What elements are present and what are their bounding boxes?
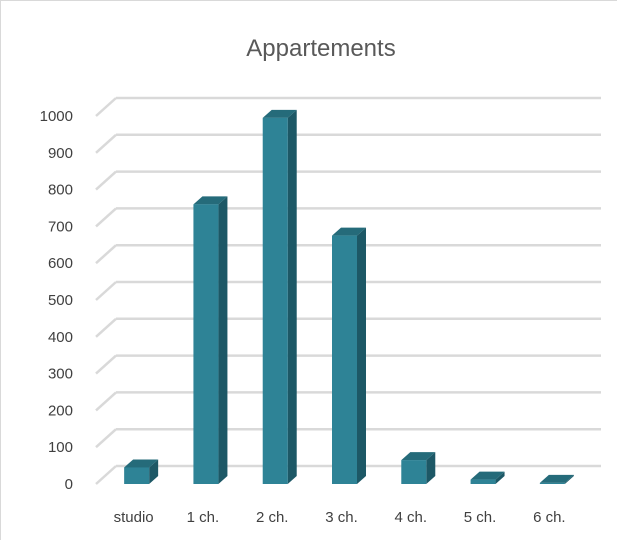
y-tick-label: 400 [48,329,73,346]
bar-front [470,479,496,484]
bar [193,196,228,484]
y-tick-label: 900 [48,145,73,162]
bar [539,474,574,484]
gridline-side [95,133,117,154]
bar [262,109,297,484]
gridline-side [95,428,117,449]
y-tick-label: 800 [48,182,73,199]
bar-side [426,452,436,484]
gridline-side [95,170,117,191]
x-category-label: 3 ch. [325,509,358,526]
x-category-label: 6 ch. [533,509,566,526]
bar-side [218,196,228,484]
bar [401,452,436,484]
bar-top [401,452,436,461]
x-category-label: 5 ch. [464,509,497,526]
bar-top [193,196,228,205]
x-category-label: 4 ch. [395,509,428,526]
bars [124,109,574,484]
bar-front [124,467,150,484]
gridline-side [95,207,117,228]
bar-front [262,117,288,484]
x-category-label: 1 ch. [187,509,220,526]
gridline-side [95,354,117,375]
bar [470,471,505,484]
gridline-side [95,391,117,412]
bar-top [124,459,159,468]
bar-side [495,471,505,484]
bar-side [149,459,159,484]
gridline-side [95,244,117,265]
chart-title: Appartements [246,35,395,62]
bar-front [539,482,565,484]
y-tick-label: 300 [48,366,73,383]
y-axis-ticks: 0 100 200 300 400 500 600 700 800 900 1000 [40,108,73,493]
y-tick-label: 1000 [40,108,73,125]
bar [124,459,159,484]
y-tick-label: 200 [48,402,73,419]
y-tick-label: 0 [65,476,73,493]
bar-front [401,460,427,484]
x-axis-labels: studio 1 ch. 2 ch. 3 ch. 4 ch. 5 ch. 6 ch. [114,509,566,526]
gridline-side [95,281,117,301]
gridline-side [95,97,117,117]
y-tick-label: 500 [48,292,73,309]
gridline-side [95,465,117,485]
bar-side [287,109,297,484]
y-tick-label: 600 [48,255,73,272]
bar-top [539,474,574,483]
bar-side [564,474,574,484]
y-tick-label: 100 [48,439,73,456]
x-category-label: studio [114,509,154,526]
bar-front [332,235,357,484]
bar-top [332,227,366,236]
x-category-label: 2 ch. [256,509,289,526]
bar-top [470,471,505,480]
bar-front [193,204,219,484]
gridline-side [95,317,117,338]
bar-top [262,109,297,118]
bar-side [357,227,366,484]
bar [332,227,366,484]
y-tick-label: 700 [48,218,73,235]
